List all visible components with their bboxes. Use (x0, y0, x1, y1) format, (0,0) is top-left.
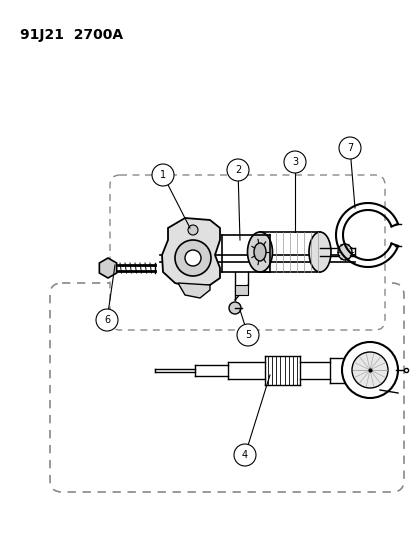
Circle shape (236, 324, 259, 346)
Circle shape (233, 444, 255, 466)
Circle shape (338, 137, 360, 159)
Text: 7: 7 (346, 143, 352, 153)
Circle shape (188, 225, 197, 235)
Text: 3: 3 (291, 157, 297, 167)
Text: 91J21  2700A: 91J21 2700A (20, 28, 123, 42)
Ellipse shape (254, 243, 266, 261)
Circle shape (226, 159, 248, 181)
Ellipse shape (337, 244, 351, 260)
Text: 1: 1 (159, 170, 166, 180)
Circle shape (283, 151, 305, 173)
Circle shape (96, 309, 118, 331)
Polygon shape (99, 258, 116, 278)
Polygon shape (178, 283, 209, 298)
Circle shape (152, 164, 173, 186)
Text: 4: 4 (241, 450, 247, 460)
Ellipse shape (308, 232, 330, 272)
FancyBboxPatch shape (50, 283, 403, 492)
Bar (235, 285, 247, 295)
Polygon shape (161, 218, 219, 287)
Circle shape (228, 302, 240, 314)
Text: 6: 6 (104, 315, 110, 325)
Circle shape (341, 342, 397, 398)
Circle shape (185, 250, 201, 266)
FancyBboxPatch shape (110, 175, 384, 330)
Text: 5: 5 (244, 330, 251, 340)
Circle shape (175, 240, 211, 276)
Circle shape (351, 352, 387, 388)
Text: 2: 2 (234, 165, 240, 175)
Ellipse shape (247, 232, 272, 272)
